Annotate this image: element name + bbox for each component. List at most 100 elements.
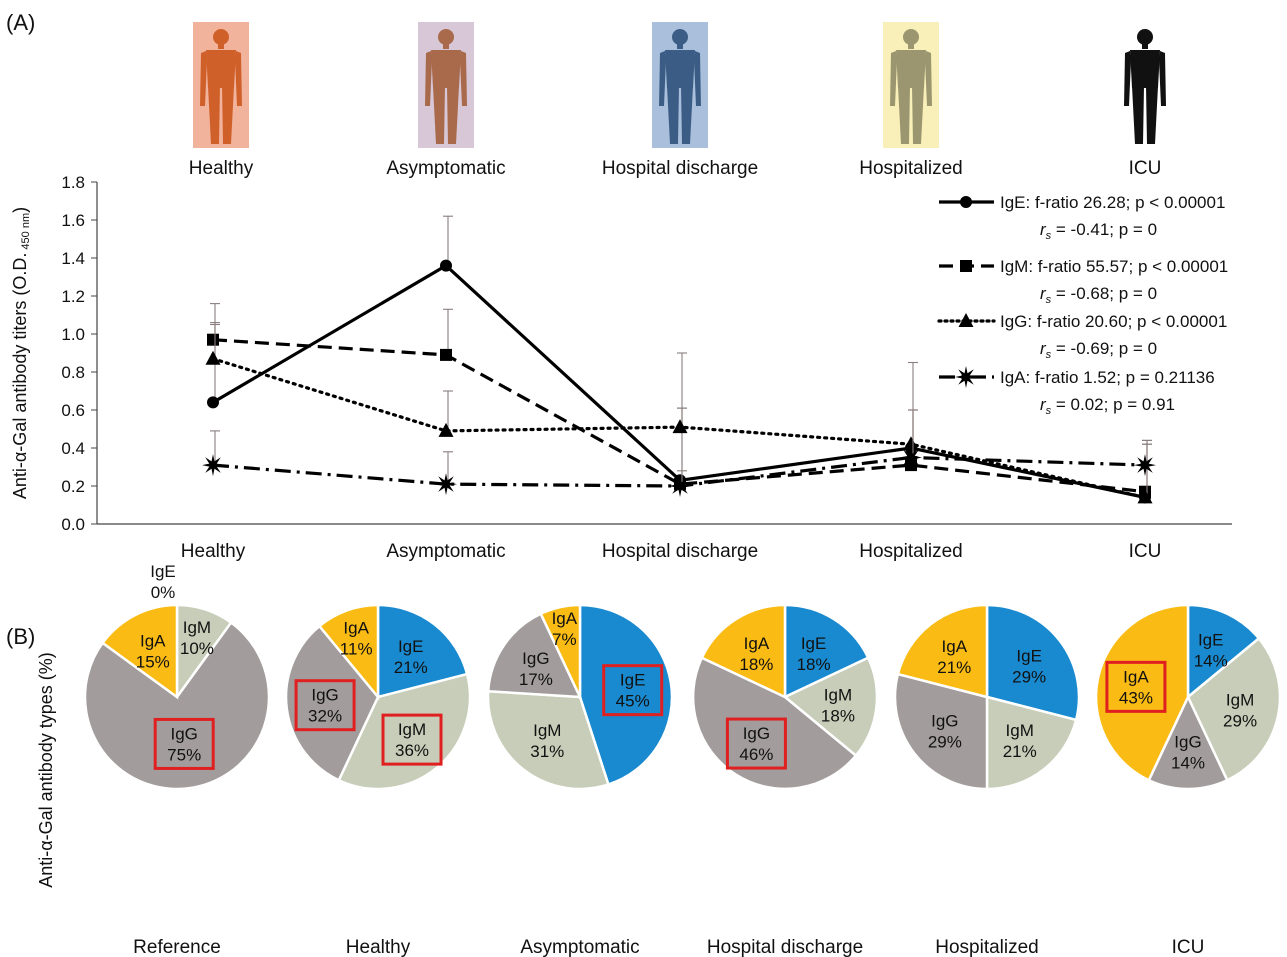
slice-name: IgG: [311, 686, 338, 705]
person-left-arm: [659, 51, 666, 106]
slice-name: IgE: [620, 671, 646, 690]
pie-y-axis-title: Anti-α-Gal antibody types (%): [36, 652, 56, 888]
slice-percent: 32%: [308, 707, 342, 726]
legend-marker: [960, 196, 972, 208]
person-head: [672, 29, 688, 45]
slice-percent: 29%: [1012, 667, 1046, 686]
data-point-igg: [672, 419, 688, 434]
pie-hospitalized: IgE 29% IgM 21% IgG 29% IgA 21% Hospitalized: [893, 603, 1081, 957]
pie-label-ige: IgE 0%: [150, 562, 176, 602]
slice-name: IgG: [522, 649, 549, 668]
person-left-arm: [1124, 51, 1131, 106]
slice-percent: 14%: [1171, 753, 1205, 772]
legend-correlation: rs = -0.41; p = 0: [1040, 220, 1157, 242]
legend-item-ige: IgE: f-ratio 26.28; p < 0.00001 rs = -0.4…: [939, 193, 1225, 242]
y-tick-label: 0.6: [61, 401, 85, 420]
data-point-iga: [669, 475, 691, 497]
pie-label-ige: IgE 14%: [1194, 631, 1228, 671]
line-chart: 0.0 0.2 0.4 0.6 0.8 1.0 1.2 1.4 1.6 1.8 Healthy Asy…: [10, 173, 1232, 562]
slice-name: IgE: [150, 562, 176, 581]
person-torso: [896, 50, 926, 88]
person-left-leg: [433, 86, 445, 144]
slice-name: IgG: [743, 724, 770, 743]
slice-name: IgE: [1016, 646, 1042, 665]
pie-label-igg: IgG 29%: [928, 712, 962, 752]
data-point-igm: [207, 333, 219, 346]
slice-percent: 75%: [167, 745, 201, 764]
pie-slice-iga: [1094, 603, 1190, 782]
pie-slice-ige: [376, 603, 469, 699]
pie-slice-ige: [985, 603, 1081, 722]
legend-item-iga: IgA: f-ratio 1.52; p = 0.21136 rs = 0.02;…: [939, 366, 1215, 417]
person-left-leg: [208, 86, 220, 144]
slice-name: IgE: [398, 637, 424, 656]
slice-name: IgE: [1198, 631, 1224, 650]
slice-name: IgA: [942, 637, 968, 656]
pie-reference: IgE 0% IgM 10% IgG 75% IgA 15% Reference: [83, 562, 271, 957]
pie-slice-igg: [893, 672, 989, 791]
highlight-box: [1105, 660, 1167, 713]
legend-item-igg: IgG: f-ratio 20.60; p < 0.00001 rs = -0.6…: [937, 312, 1227, 361]
legend-stat: IgA: f-ratio 1.52; p = 0.21136: [1000, 368, 1215, 387]
slice-percent: 17%: [519, 670, 553, 689]
human-figure-hospital-discharge: Hospital discharge: [602, 22, 758, 179]
pie-slice-ige: [783, 603, 870, 699]
person-torso: [431, 50, 461, 88]
pie-label-ige: IgE 18%: [797, 634, 831, 674]
y-axis-title-close: ): [10, 207, 30, 213]
legend-correlation-value: = -0.69; p = 0: [1051, 339, 1157, 358]
slice-name: IgM: [824, 686, 852, 705]
legend-correlation: rs = -0.68; p = 0: [1040, 284, 1157, 306]
slice-percent: 21%: [394, 658, 428, 677]
slice-name: IgM: [398, 720, 426, 739]
pie-label-igm: IgM 10%: [180, 618, 214, 658]
legend-correlation: rs = 0.02; p = 0.91: [1040, 395, 1175, 417]
pie-slice-ige: [578, 603, 674, 787]
person-neck: [908, 44, 914, 49]
person-left-leg: [1132, 86, 1144, 144]
pie-label-igm: IgM 18%: [821, 686, 855, 726]
legend-stat: IgM: f-ratio 55.57; p < 0.00001: [1000, 257, 1228, 276]
pie-slice-igg: [691, 656, 858, 791]
slice-percent: 18%: [739, 655, 773, 674]
slice-percent: 18%: [797, 655, 831, 674]
series-line-igm: [212, 338, 1146, 494]
rs-symbol: r: [1040, 339, 1047, 358]
pie-label-ige: IgE 21%: [394, 637, 428, 677]
slice-name: IgM: [1226, 691, 1254, 710]
slice-name: IgA: [1123, 667, 1149, 686]
legend-marker: [955, 366, 977, 388]
slice-percent: 29%: [1223, 712, 1257, 731]
series-igg: [205, 323, 1153, 504]
pie-label-igg: IgG 75%: [153, 717, 215, 770]
pie-label-igm: IgM 36%: [381, 713, 443, 766]
pie-slice-igm: [985, 695, 1078, 791]
data-point-iga: [202, 454, 224, 477]
slice-name: IgM: [1006, 721, 1034, 740]
pie-title: Healthy: [346, 937, 411, 957]
slice-percent: 18%: [821, 707, 855, 726]
person-head: [903, 29, 919, 45]
highlight-box: [602, 664, 664, 717]
data-point-igm: [440, 348, 452, 361]
legend-correlation-value: = -0.41; p = 0: [1051, 220, 1157, 239]
pie-label-iga: IgA 21%: [937, 637, 971, 677]
highlight-box: [153, 717, 215, 770]
person-left-arm: [425, 51, 432, 106]
slice-percent: 29%: [928, 733, 962, 752]
human-figure-hospitalized: Hospitalized: [859, 22, 963, 179]
data-point-igg: [1137, 489, 1153, 504]
legend-marker: [958, 313, 974, 327]
pie-asymptomatic: IgE 45% IgM 31% IgG 17% IgA 7% Asymptomatic: [486, 603, 674, 957]
person-torso: [206, 50, 236, 88]
data-point-ige: [207, 396, 219, 409]
pie-title: Hospital discharge: [707, 937, 863, 957]
pie-label-iga: IgA 11%: [340, 618, 373, 658]
y-tick-label: 1.2: [61, 287, 85, 306]
rs-symbol: r: [1040, 220, 1047, 239]
person-right-arm: [925, 51, 932, 106]
x-tick-label: ICU: [1129, 541, 1162, 562]
person-head: [1137, 29, 1153, 45]
pie-icu: IgE 14% IgM 29% IgG 14% IgA 43% ICU: [1094, 603, 1282, 957]
slice-name: IgG: [170, 724, 197, 743]
